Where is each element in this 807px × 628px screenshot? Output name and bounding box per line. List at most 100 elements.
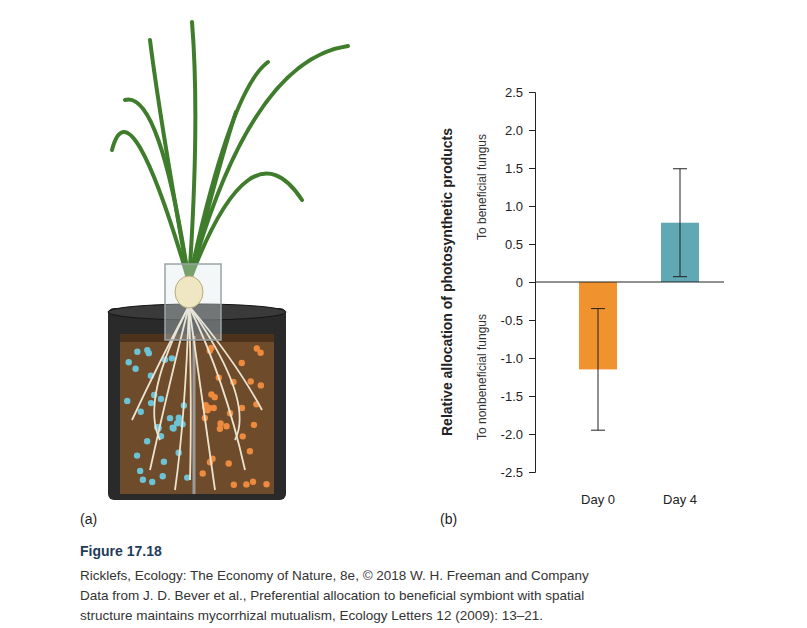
fungus-dot — [146, 350, 152, 356]
axis-annotation: To beneficial fungus — [475, 134, 489, 240]
tick-label: -0.5 — [501, 313, 523, 328]
error-bar-cap — [673, 168, 687, 169]
fungus-dot — [247, 448, 253, 454]
tick-label: 2.5 — [505, 85, 523, 100]
leaf — [189, 46, 348, 282]
tick: -2.0 — [501, 427, 535, 442]
tick-label: 0.5 — [505, 237, 523, 252]
figure-title: Figure 17.18 — [80, 543, 162, 559]
fungus-dot — [169, 424, 175, 430]
fungus-dot — [217, 426, 223, 432]
fungus-dot — [208, 391, 214, 397]
axis-annotation: To nonbeneficial fungus — [475, 314, 489, 440]
tick: 1.0 — [505, 199, 535, 214]
fungus-dot — [223, 423, 229, 429]
error-bar-stem — [598, 309, 599, 431]
tick: 0.5 — [505, 237, 535, 252]
fungus-dot — [211, 405, 217, 411]
leaf — [189, 22, 195, 282]
fungus-dot — [200, 470, 206, 476]
fungus-dot — [240, 433, 246, 439]
tick-mark — [529, 472, 535, 473]
tick-label: 1.0 — [505, 199, 523, 214]
tube — [165, 264, 221, 340]
caption-line: Data from J. D. Bever et al., Preferenti… — [80, 588, 584, 603]
tick-mark — [529, 130, 535, 131]
fungus-dot — [258, 382, 264, 388]
fungus-dot — [169, 355, 175, 361]
error-bar-stem — [680, 169, 681, 277]
baseline — [535, 282, 724, 283]
tick: 2.0 — [505, 123, 535, 138]
fungus-dot — [250, 479, 256, 485]
tick: 2.5 — [505, 85, 535, 100]
fungus-dot — [134, 452, 140, 458]
fungus-dot — [148, 400, 154, 406]
error-bar — [673, 169, 687, 277]
fungus-dot — [149, 479, 155, 485]
tick: -2.5 — [501, 465, 535, 480]
plot-area — [579, 169, 699, 430]
tick-label: 2.0 — [505, 123, 523, 138]
tick-mark — [529, 396, 535, 397]
error-bar-cap — [591, 430, 605, 431]
panel-label: (b) — [440, 511, 457, 527]
caption-line: structure maintains mycorrhizal mutualis… — [80, 608, 543, 623]
y-axis: -2.5 -2.0 -1.5 -1.0 -0.5 0 0.5 1.0 1.5 2.0 2.5 — [501, 85, 536, 480]
illustration — [108, 22, 348, 500]
tick-label: 1.5 — [505, 161, 523, 176]
tick-mark — [529, 358, 535, 359]
fungus-dot — [251, 422, 257, 428]
tick: 1.5 — [505, 161, 535, 176]
figure: -2.5 -2.0 -1.5 -1.0 -0.5 0 0.5 1.0 1.5 2.0 2.5 Day … — [0, 0, 807, 628]
bulb — [175, 276, 203, 308]
fungus-dot — [231, 482, 237, 488]
panel-label: (a) — [80, 511, 97, 527]
fungus-dot — [243, 481, 249, 487]
fungus-dot — [239, 360, 245, 366]
tick-mark — [529, 244, 535, 245]
tick: -0.5 — [501, 313, 535, 328]
fungus-dot — [125, 359, 131, 365]
error-bar-cap — [591, 308, 605, 309]
error-bar-cap — [673, 276, 687, 277]
fungus-dot — [254, 345, 260, 351]
tick-label: -1.5 — [501, 389, 523, 404]
fungus-dot — [137, 468, 143, 474]
error-bar — [591, 309, 605, 431]
category-label: Day 0 — [581, 492, 615, 507]
tick: -1.0 — [501, 351, 535, 366]
axis-line — [529, 93, 536, 473]
fungus-dot — [140, 477, 146, 483]
fungus-dot — [217, 420, 223, 426]
tick-mark — [529, 92, 535, 93]
fungus-dot — [226, 460, 232, 466]
tick-label: -2.0 — [501, 427, 523, 442]
fungus-dot — [176, 414, 182, 420]
leaf — [189, 112, 236, 282]
fungus-dot — [161, 459, 167, 465]
fungus-dot — [167, 415, 173, 421]
y-axis-title: Relative allocation of photosynthetic pr… — [439, 128, 455, 436]
tick-label: -2.5 — [501, 465, 523, 480]
fungus-dot — [158, 396, 164, 402]
fungus-dot — [247, 378, 253, 384]
fungus-dot — [160, 473, 166, 479]
category-label: Day 4 — [663, 492, 697, 507]
fungus-dot — [144, 438, 150, 444]
divider — [193, 336, 196, 494]
caption-line: Ricklefs, Ecology: The Economy of Nature… — [80, 568, 589, 583]
tick: -1.5 — [501, 389, 535, 404]
fungus-dot — [263, 481, 269, 487]
fungus-dot — [124, 398, 130, 404]
fungus-dot — [138, 409, 144, 415]
leaf — [125, 100, 189, 282]
tick-mark — [529, 434, 535, 435]
tick-label: 0 — [516, 275, 523, 290]
tick-mark — [529, 206, 535, 207]
tick: 0 — [516, 275, 535, 290]
tick-mark — [529, 168, 535, 169]
fungus-dot — [134, 349, 140, 355]
fungus-dot — [132, 366, 138, 372]
tick-mark — [529, 320, 535, 321]
